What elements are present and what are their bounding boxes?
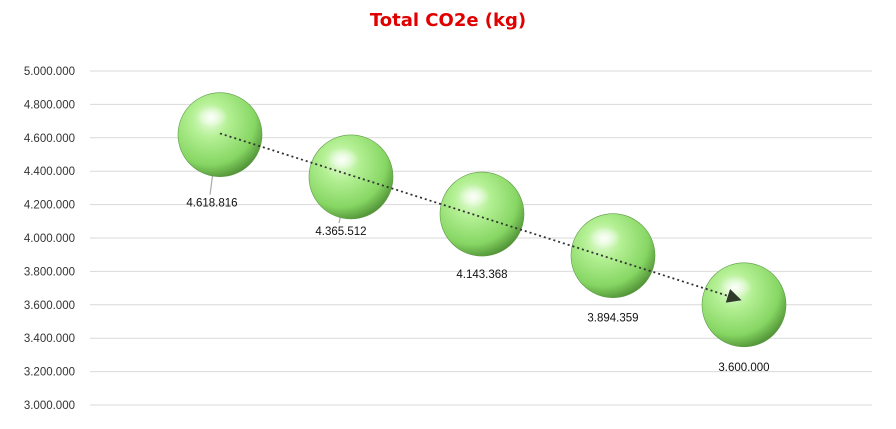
data-label: 4.365.512 <box>315 226 366 238</box>
data-point-highlight <box>589 226 621 249</box>
y-tick-label: 3.800.000 <box>24 266 75 278</box>
data-label: 4.618.816 <box>186 198 237 210</box>
data-label: 3.600.000 <box>718 362 769 374</box>
data-point-highlight <box>196 105 228 128</box>
y-tick-label: 3.600.000 <box>24 300 75 312</box>
data-point-sphere <box>570 213 656 298</box>
data-point-sphere <box>308 134 394 220</box>
data-label: 3.894.359 <box>587 313 638 325</box>
y-tick-label: 4.400.000 <box>24 166 75 178</box>
data-point <box>308 134 394 220</box>
data-point-sphere <box>177 92 263 177</box>
chart-title: Total CO2e (kg) <box>369 10 527 31</box>
y-tick-label: 3.200.000 <box>24 367 75 379</box>
data-point-highlight <box>720 275 752 298</box>
y-tick-label: 4.000.000 <box>24 233 75 245</box>
data-point-highlight <box>458 185 490 208</box>
y-tick-label: 5.000.000 <box>24 66 75 78</box>
y-tick-label: 3.000.000 <box>24 400 75 412</box>
trendline <box>219 132 742 303</box>
y-tick-label: 4.200.000 <box>24 200 75 212</box>
data-point-sphere <box>439 171 525 257</box>
y-tick-label: 4.600.000 <box>24 133 75 145</box>
data-label: 4.143.368 <box>456 269 507 281</box>
data-point-highlight <box>327 147 359 170</box>
y-tick-label: 3.400.000 <box>24 333 75 345</box>
data-point <box>177 92 263 177</box>
data-point <box>439 171 525 257</box>
data-point <box>701 262 787 348</box>
y-tick-label: 4.800.000 <box>24 99 75 111</box>
data-point-sphere <box>701 262 787 348</box>
data-point <box>570 213 656 298</box>
